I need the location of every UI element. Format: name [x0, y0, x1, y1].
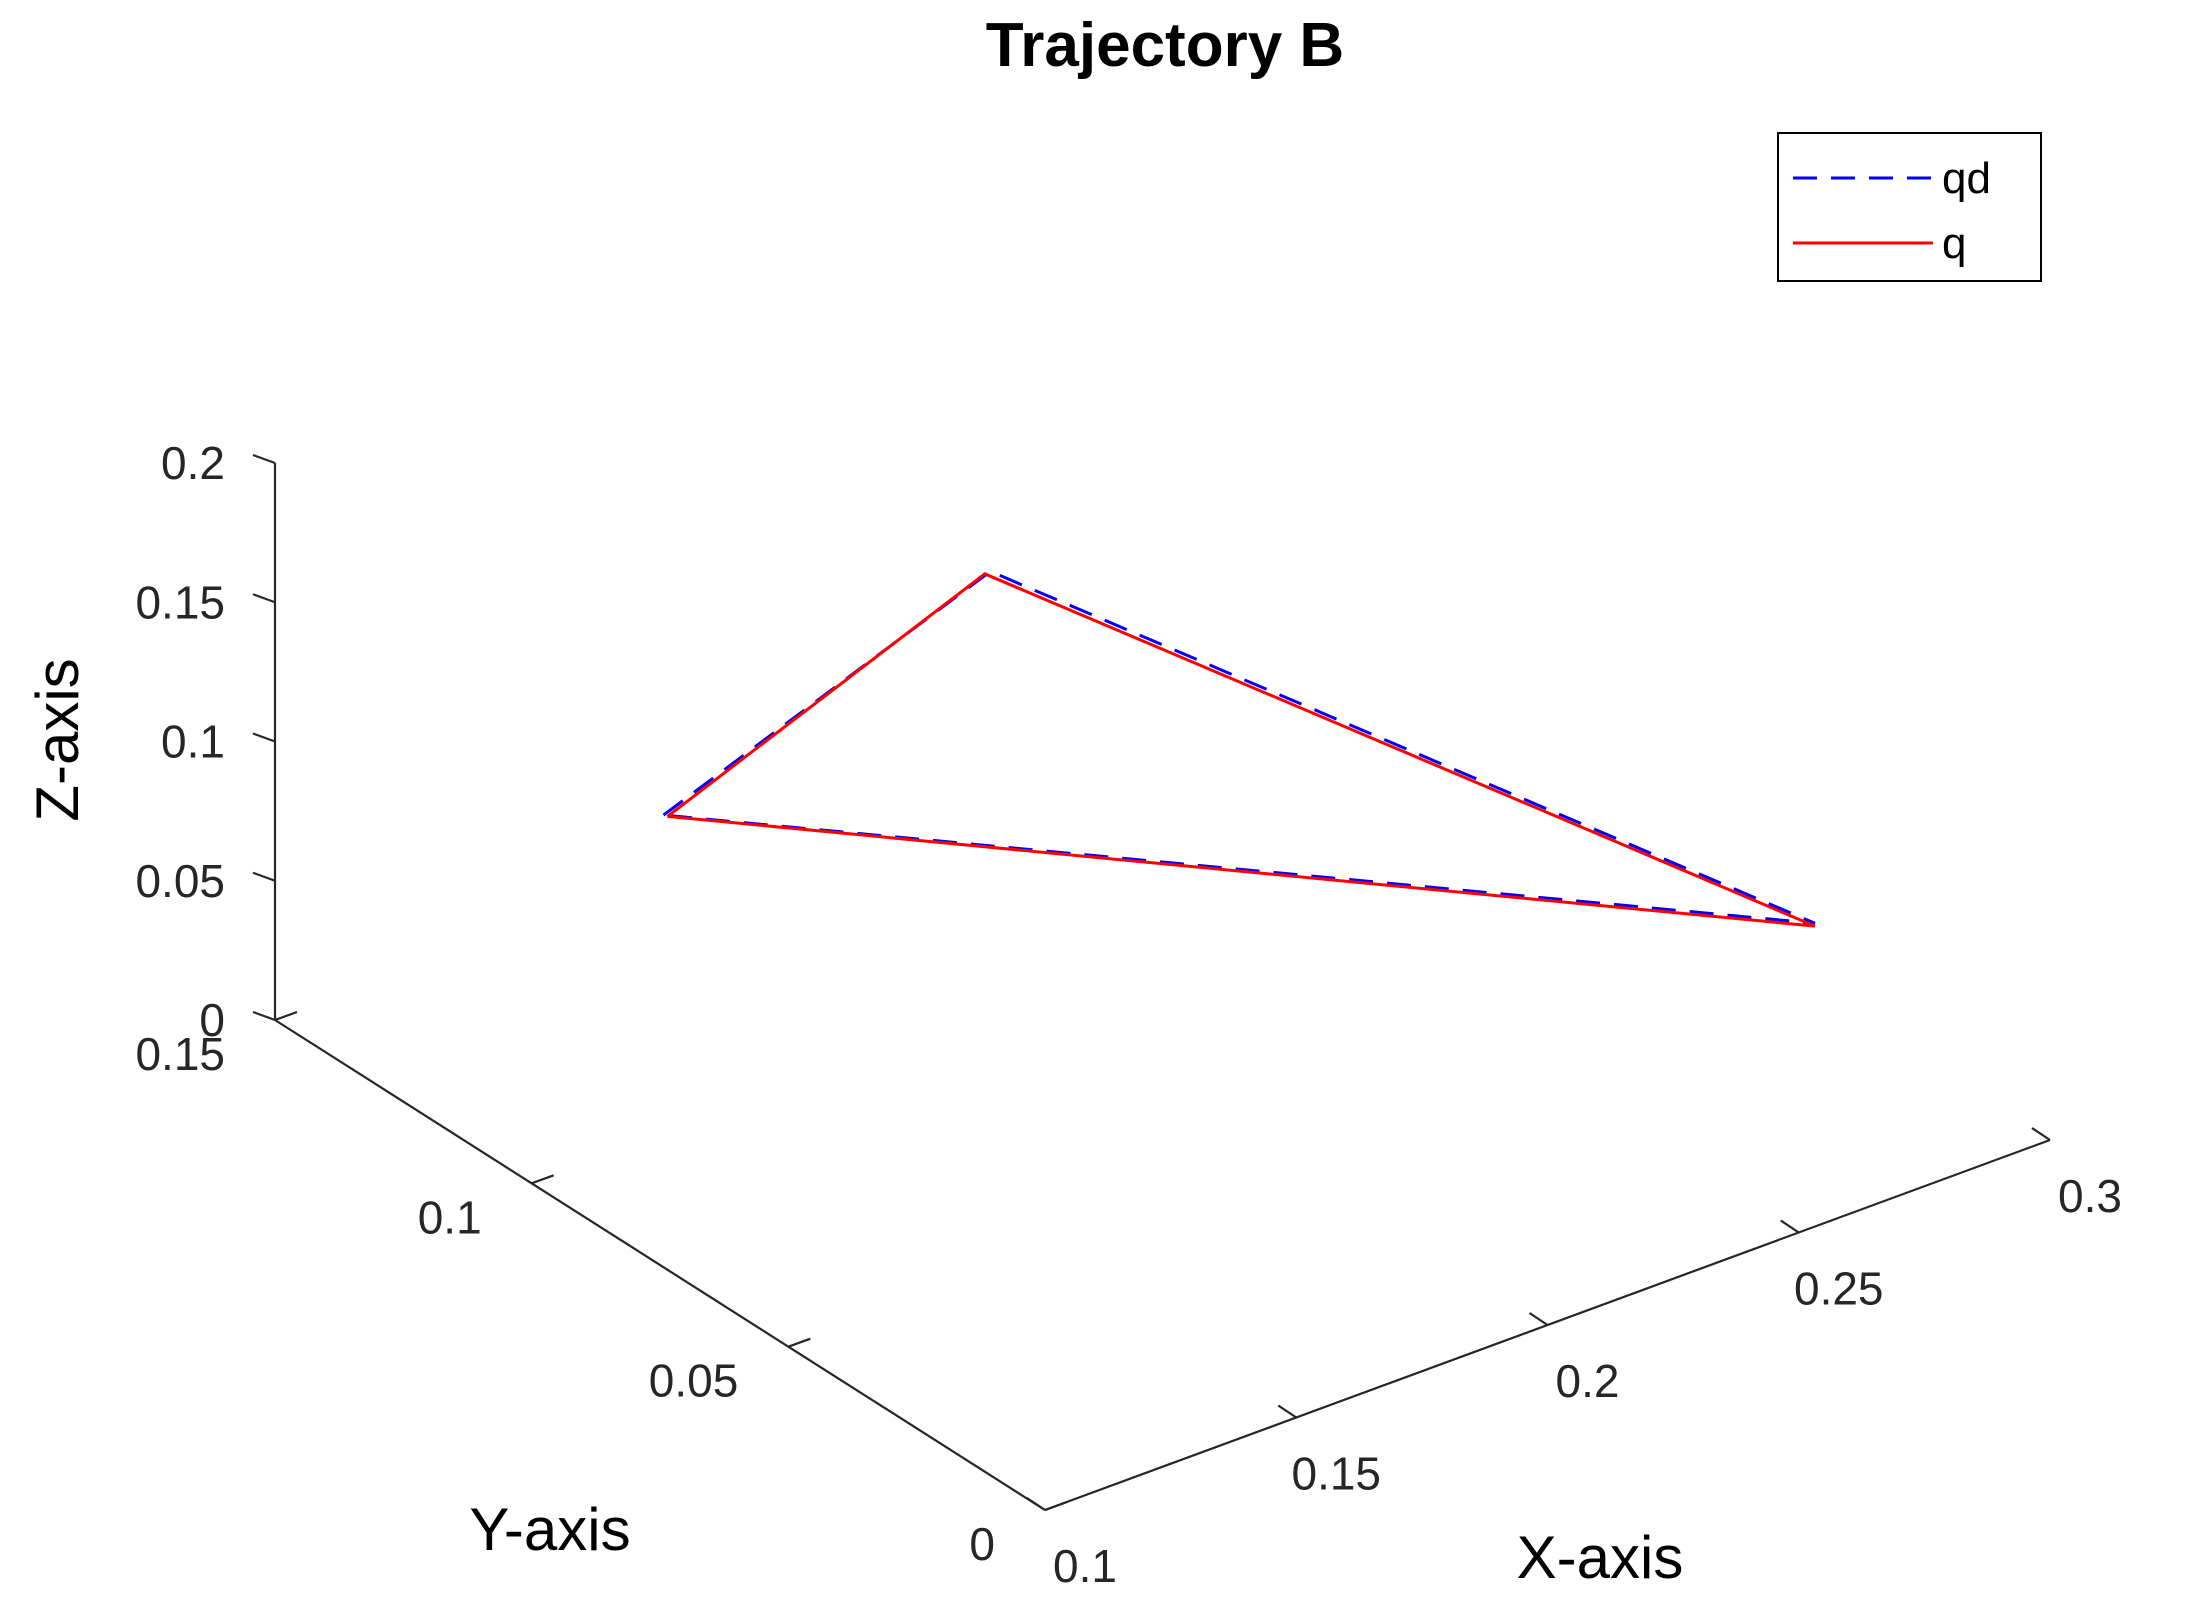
y-tick-label: 0.1 — [418, 1191, 482, 1243]
ticks — [252, 453, 2051, 1512]
chart-title: Trajectory B — [986, 11, 1344, 80]
x-tick-label: 0.2 — [1556, 1355, 1620, 1407]
x-axis-label: X-axis — [1517, 1524, 1684, 1591]
legend-label-qd: qd — [1942, 154, 1991, 203]
legend: qd q — [1777, 132, 2042, 282]
x-tick-label: 0.25 — [1794, 1263, 1884, 1315]
y-tick-label: 0 — [969, 1518, 995, 1570]
z-axis-label: Z-axis — [24, 658, 91, 821]
series-group — [662, 569, 1816, 928]
z-tick — [252, 1010, 276, 1022]
z-tick-label: 0.15 — [135, 576, 225, 628]
z-tick-label: 0.2 — [161, 437, 225, 489]
x-tick — [1026, 1497, 1046, 1511]
x-tick-label: 0.3 — [2058, 1170, 2122, 1222]
x-tick — [1780, 1219, 1800, 1234]
y-tick — [531, 1174, 555, 1185]
x-tick-label: 0.15 — [1291, 1448, 1381, 1500]
y-tick-label: 0.05 — [649, 1355, 739, 1407]
legend-label-q: q — [1942, 219, 1966, 268]
x-tick-label: 0.1 — [1053, 1540, 1117, 1592]
y-tick — [1044, 1500, 1068, 1512]
z-tick — [252, 453, 276, 465]
z-tick — [252, 871, 276, 882]
x-tick — [1528, 1312, 1549, 1326]
x-tick — [1277, 1404, 1297, 1419]
x-tick — [2031, 1127, 2051, 1141]
z-tick — [252, 732, 276, 743]
z-tick-label: 0.05 — [135, 855, 225, 907]
y-axis-line — [274, 1019, 1046, 1511]
tick-labels: 0 0.05 0.1 0.15 0.2 0 0.05 0.1 0.15 0.1 0.15 0.2 0.2… — [135, 437, 2122, 1592]
series-line-q — [666, 572, 1816, 928]
y-axis-label: Y-axis — [469, 1496, 630, 1563]
y-tick — [787, 1337, 811, 1348]
legend-box — [1777, 132, 2042, 282]
y-tick-label: 0.15 — [135, 1028, 225, 1080]
z-tick — [252, 593, 276, 604]
z-tick-label: 0 — [199, 994, 225, 1046]
y-tick — [274, 1010, 298, 1022]
z-tick-label: 0.1 — [161, 716, 225, 768]
